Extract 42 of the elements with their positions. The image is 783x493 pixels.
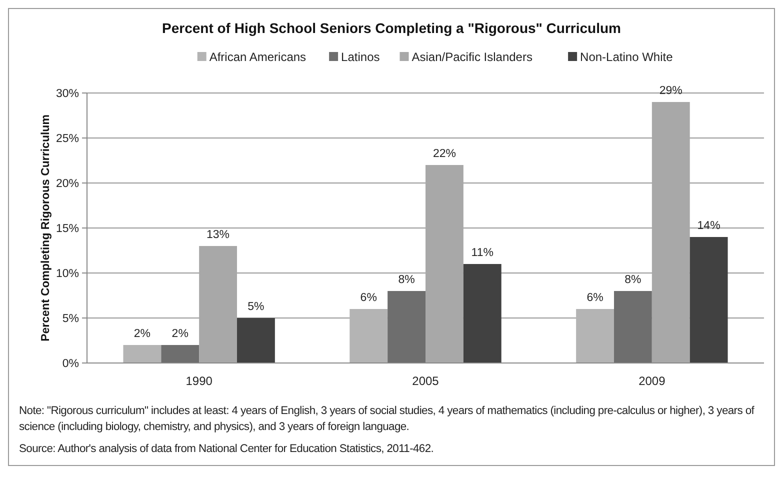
data-label: 8% xyxy=(624,274,642,286)
bar xyxy=(199,246,238,363)
data-label: 14% xyxy=(697,220,720,232)
x-tick-label: 2009 xyxy=(638,374,666,388)
y-tick-label: 30% xyxy=(56,88,79,100)
data-label: 5% xyxy=(248,301,264,313)
bar xyxy=(237,318,275,363)
x-tick-label: 1990 xyxy=(186,374,213,388)
bar xyxy=(426,165,464,363)
data-label: 6% xyxy=(360,292,377,304)
bar xyxy=(388,291,426,363)
bar xyxy=(161,345,200,363)
data-label: 11% xyxy=(471,247,494,259)
data-label: 29% xyxy=(659,85,682,97)
bar xyxy=(576,309,614,363)
data-label: 8% xyxy=(398,274,415,286)
y-tick-label: 25% xyxy=(56,133,79,146)
text: Note: "Rigorous curriculum" includes at least: 4 years of English, 3 years of social studies, 4 years of mathematics (including pre-calculus or higher), 3 years of science (including biology, chemistry, and physics), and 3 years of foreign language. xyxy=(19,404,756,435)
data-label: 6% xyxy=(586,292,604,304)
legend-label: Asian/Pacific Islanders xyxy=(412,50,532,64)
bar xyxy=(123,345,162,363)
chart-title: Percent of High School Seniors Completing a "Rigorous" Curriculum xyxy=(162,20,621,36)
data-label: 13% xyxy=(206,229,230,241)
data-label: 22% xyxy=(432,148,456,160)
y-tick-label: 20% xyxy=(56,178,79,190)
source-note: Source: Author's analysis of data from National Center for Education Statistics, 2011-462. xyxy=(19,442,435,457)
legend-label: African Americans xyxy=(209,50,306,64)
y-tick-label: 5% xyxy=(62,313,79,326)
x-tick-label: 2005 xyxy=(412,374,440,388)
bar xyxy=(690,237,728,363)
bar xyxy=(652,102,690,363)
y-tick-label: 0% xyxy=(62,358,79,370)
legend-label: Latinos xyxy=(341,50,380,64)
legend-label: Non-Latino White xyxy=(580,50,674,64)
data-label: 2% xyxy=(172,328,188,340)
bar xyxy=(463,264,502,363)
bar xyxy=(614,291,652,363)
data-label: 2% xyxy=(134,328,151,340)
bar xyxy=(350,309,388,363)
y-tick-label: 10% xyxy=(56,268,79,280)
y-tick-label: 15% xyxy=(56,223,79,236)
y-axis-title: Percent Completing Rigorous Curriculum xyxy=(40,114,52,342)
